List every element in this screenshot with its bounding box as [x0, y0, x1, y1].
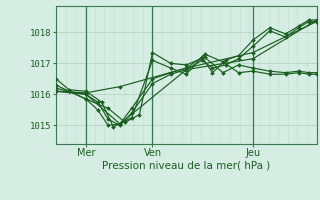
X-axis label: Pression niveau de la mer( hPa ): Pression niveau de la mer( hPa )	[102, 161, 270, 171]
